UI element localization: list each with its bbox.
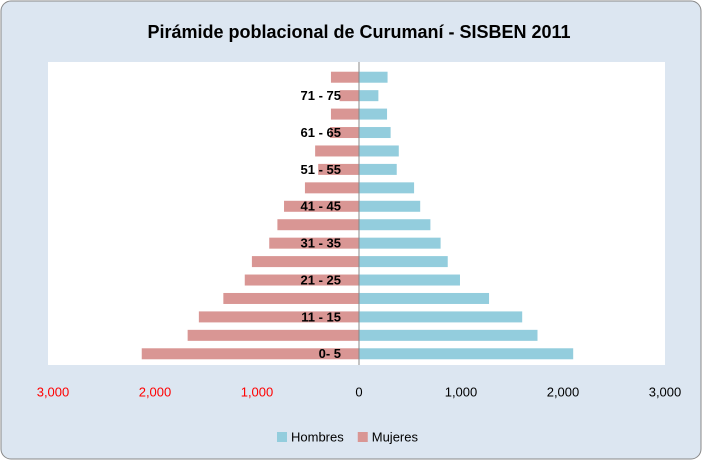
bar xyxy=(223,292,359,304)
bar xyxy=(359,90,379,102)
bar xyxy=(315,145,359,157)
bar xyxy=(359,108,388,120)
bar xyxy=(339,90,359,102)
x-tick-label: 1,000 xyxy=(445,384,478,399)
bar xyxy=(359,237,441,249)
bar xyxy=(359,292,490,304)
bar xyxy=(277,219,359,231)
bar xyxy=(318,163,359,175)
bar xyxy=(330,71,359,83)
bar xyxy=(359,348,574,360)
legend-swatch xyxy=(357,432,368,442)
bar xyxy=(359,71,388,83)
bar xyxy=(187,329,359,341)
bar xyxy=(269,237,359,249)
x-tick-label: 0 xyxy=(355,384,362,399)
y-tick-label: 71 - 75 xyxy=(301,88,341,103)
x-tick-label: 2,000 xyxy=(139,384,172,399)
bar xyxy=(359,163,397,175)
y-tick-label: 31 - 35 xyxy=(301,236,341,251)
bar xyxy=(359,145,399,157)
y-tick-label: 0- 5 xyxy=(319,346,341,361)
legend-label: Hombres xyxy=(291,429,344,444)
y-tick-label: 11 - 15 xyxy=(301,309,341,324)
bar xyxy=(304,182,359,194)
bar xyxy=(329,127,359,139)
x-tick-label: 3,000 xyxy=(649,384,682,399)
bar xyxy=(251,256,359,268)
y-tick-label: 61 - 65 xyxy=(301,125,341,140)
x-tick-label: 1,000 xyxy=(241,384,274,399)
bar xyxy=(359,311,523,323)
bar xyxy=(284,200,359,212)
legend-swatch xyxy=(277,432,287,442)
y-tick-label: 21 - 25 xyxy=(301,272,341,287)
bar xyxy=(198,311,359,323)
bar xyxy=(359,256,448,268)
x-tick-label: 2,000 xyxy=(547,384,580,399)
chart-title: Pirámide poblacional de Curumaní - SISBE… xyxy=(147,22,570,42)
y-tick-label: 41 - 45 xyxy=(301,199,341,214)
bar xyxy=(141,348,359,360)
legend-label: Mujeres xyxy=(372,429,419,444)
bar xyxy=(359,127,391,139)
bar xyxy=(244,274,359,286)
bar xyxy=(359,200,421,212)
bar xyxy=(359,182,415,194)
x-tick-label: 3,000 xyxy=(37,384,70,399)
bar xyxy=(359,329,538,341)
bar xyxy=(359,219,431,231)
bar xyxy=(330,108,359,120)
bar xyxy=(359,274,460,286)
y-tick-label: 51 - 55 xyxy=(301,162,341,177)
